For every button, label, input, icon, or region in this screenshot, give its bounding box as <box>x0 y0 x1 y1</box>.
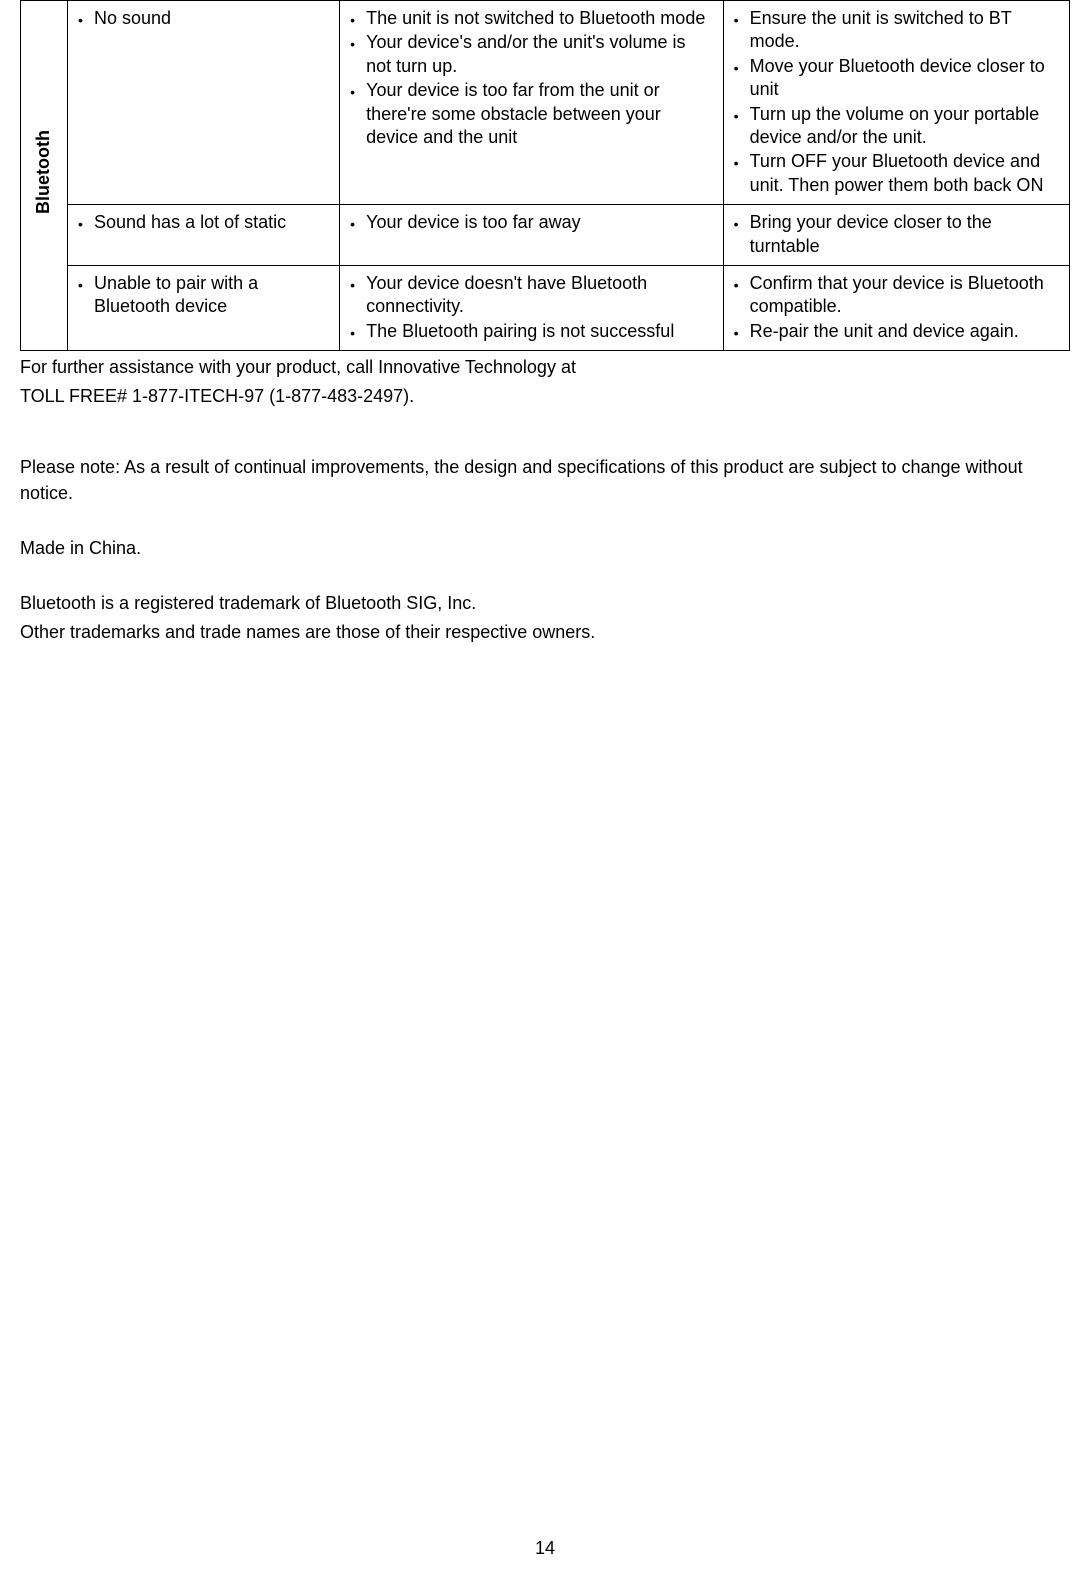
page-content: Bluetooth No sound The unit is not switc… <box>0 0 1090 645</box>
list-item: Your device is too far away <box>348 211 714 234</box>
cause-list: Your device is too far away <box>348 211 714 234</box>
list-item: Unable to pair with a Bluetooth device <box>76 272 331 319</box>
cause-cell: Your device doesn't have Bluetooth conne… <box>340 265 723 350</box>
cause-cell: The unit is not switched to Bluetooth mo… <box>340 1 723 205</box>
problem-cell: No sound <box>68 1 340 205</box>
solution-cell: Ensure the unit is switched to BT mode. … <box>723 1 1069 205</box>
table-row: Bluetooth No sound The unit is not switc… <box>21 1 1070 205</box>
section-label-cell: Bluetooth <box>21 1 68 351</box>
trademark-text-1: Bluetooth is a registered trademark of B… <box>20 591 1070 616</box>
list-item: Your device's and/or the unit's volume i… <box>348 31 714 78</box>
cause-list: The unit is not switched to Bluetooth mo… <box>348 7 714 149</box>
made-in-text: Made in China. <box>20 536 1070 561</box>
list-item: Confirm that your device is Bluetooth co… <box>732 272 1061 319</box>
problem-list: Sound has a lot of static <box>76 211 331 234</box>
list-item: Your device is too far from the unit or … <box>348 79 714 149</box>
page-number: 14 <box>535 1538 555 1558</box>
solution-cell: Bring your device closer to the turntabl… <box>723 205 1069 266</box>
cause-list: Your device doesn't have Bluetooth conne… <box>348 272 714 343</box>
list-item: Ensure the unit is switched to BT mode. <box>732 7 1061 54</box>
note-text: Please note: As a result of continual im… <box>20 455 1070 505</box>
solution-cell: Confirm that your device is Bluetooth co… <box>723 265 1069 350</box>
problem-list: No sound <box>76 7 331 30</box>
troubleshooting-table: Bluetooth No sound The unit is not switc… <box>20 0 1070 351</box>
assistance-text-1: For further assistance with your product… <box>20 355 1070 380</box>
list-item: Sound has a lot of static <box>76 211 331 234</box>
list-item: Turn OFF your Bluetooth device and unit.… <box>732 150 1061 197</box>
list-item: Re-pair the unit and device again. <box>732 320 1061 343</box>
list-item: Turn up the volume on your portable devi… <box>732 103 1061 150</box>
list-item: Move your Bluetooth device closer to uni… <box>732 55 1061 102</box>
table-row: Sound has a lot of static Your device is… <box>21 205 1070 266</box>
trademark-text-2: Other trademarks and trade names are tho… <box>20 620 1070 645</box>
problem-cell: Unable to pair with a Bluetooth device <box>68 265 340 350</box>
solution-list: Confirm that your device is Bluetooth co… <box>732 272 1061 343</box>
list-item: The Bluetooth pairing is not successful <box>348 320 714 343</box>
table-row: Unable to pair with a Bluetooth device Y… <box>21 265 1070 350</box>
list-item: Your device doesn't have Bluetooth conne… <box>348 272 714 319</box>
list-item: Bring your device closer to the turntabl… <box>732 211 1061 258</box>
solution-list: Bring your device closer to the turntabl… <box>732 211 1061 258</box>
section-label: Bluetooth <box>32 122 55 222</box>
assistance-text-2: TOLL FREE# 1-877-ITECH-97 (1-877-483-249… <box>20 384 1070 409</box>
problem-list: Unable to pair with a Bluetooth device <box>76 272 331 319</box>
problem-cell: Sound has a lot of static <box>68 205 340 266</box>
list-item: No sound <box>76 7 331 30</box>
cause-cell: Your device is too far away <box>340 205 723 266</box>
solution-list: Ensure the unit is switched to BT mode. … <box>732 7 1061 197</box>
list-item: The unit is not switched to Bluetooth mo… <box>348 7 714 30</box>
